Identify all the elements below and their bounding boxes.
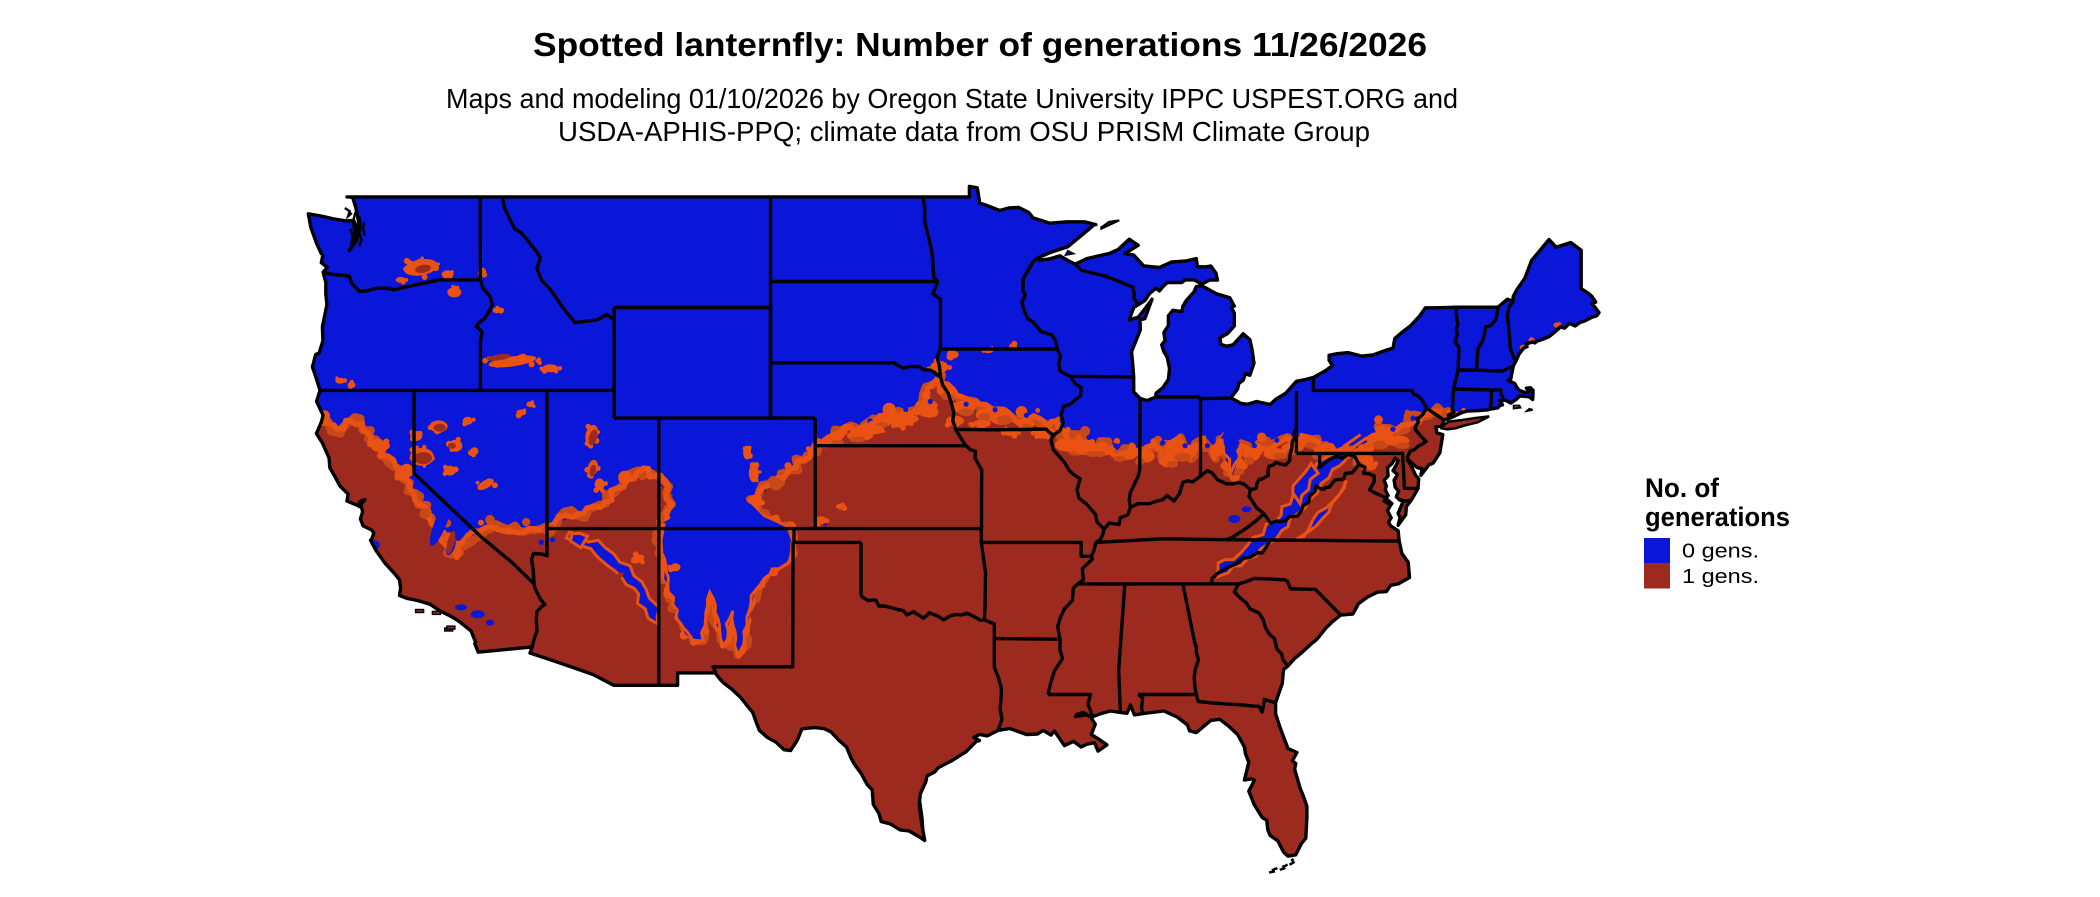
svg-text:USDA-APHIS-PPQ; climate data f: USDA-APHIS-PPQ; climate data from OSU PR… (558, 116, 1370, 147)
svg-text:1 gens.: 1 gens. (1682, 566, 1759, 588)
svg-text:No. of: No. of (1645, 473, 1720, 503)
svg-text:Spotted lanternfly: Number of: Spotted lanternfly: Number of generation… (533, 26, 1427, 63)
svg-text:Maps and modeling 01/10/2026 b: Maps and modeling 01/10/2026 by Oregon S… (446, 83, 1458, 114)
svg-text:0 gens.: 0 gens. (1682, 541, 1759, 563)
svg-text:generations: generations (1645, 502, 1790, 532)
